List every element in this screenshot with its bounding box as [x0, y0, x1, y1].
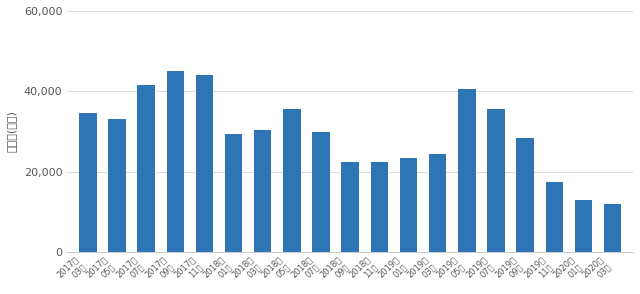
Bar	[79, 113, 97, 252]
Bar	[487, 109, 505, 252]
Bar	[458, 89, 476, 252]
Bar	[166, 71, 184, 252]
Bar	[342, 162, 359, 252]
Bar	[400, 158, 417, 252]
Bar	[545, 182, 563, 252]
Bar	[108, 119, 125, 252]
Bar	[254, 129, 271, 252]
Bar	[225, 133, 243, 252]
Y-axis label: 거래량(건수): 거래량(건수)	[7, 111, 17, 153]
Bar	[196, 75, 213, 252]
Bar	[429, 154, 447, 252]
Bar	[283, 109, 301, 252]
Bar	[312, 131, 330, 252]
Bar	[575, 200, 592, 252]
Bar	[516, 138, 534, 252]
Bar	[371, 162, 388, 252]
Bar	[138, 85, 155, 252]
Bar	[604, 204, 621, 252]
